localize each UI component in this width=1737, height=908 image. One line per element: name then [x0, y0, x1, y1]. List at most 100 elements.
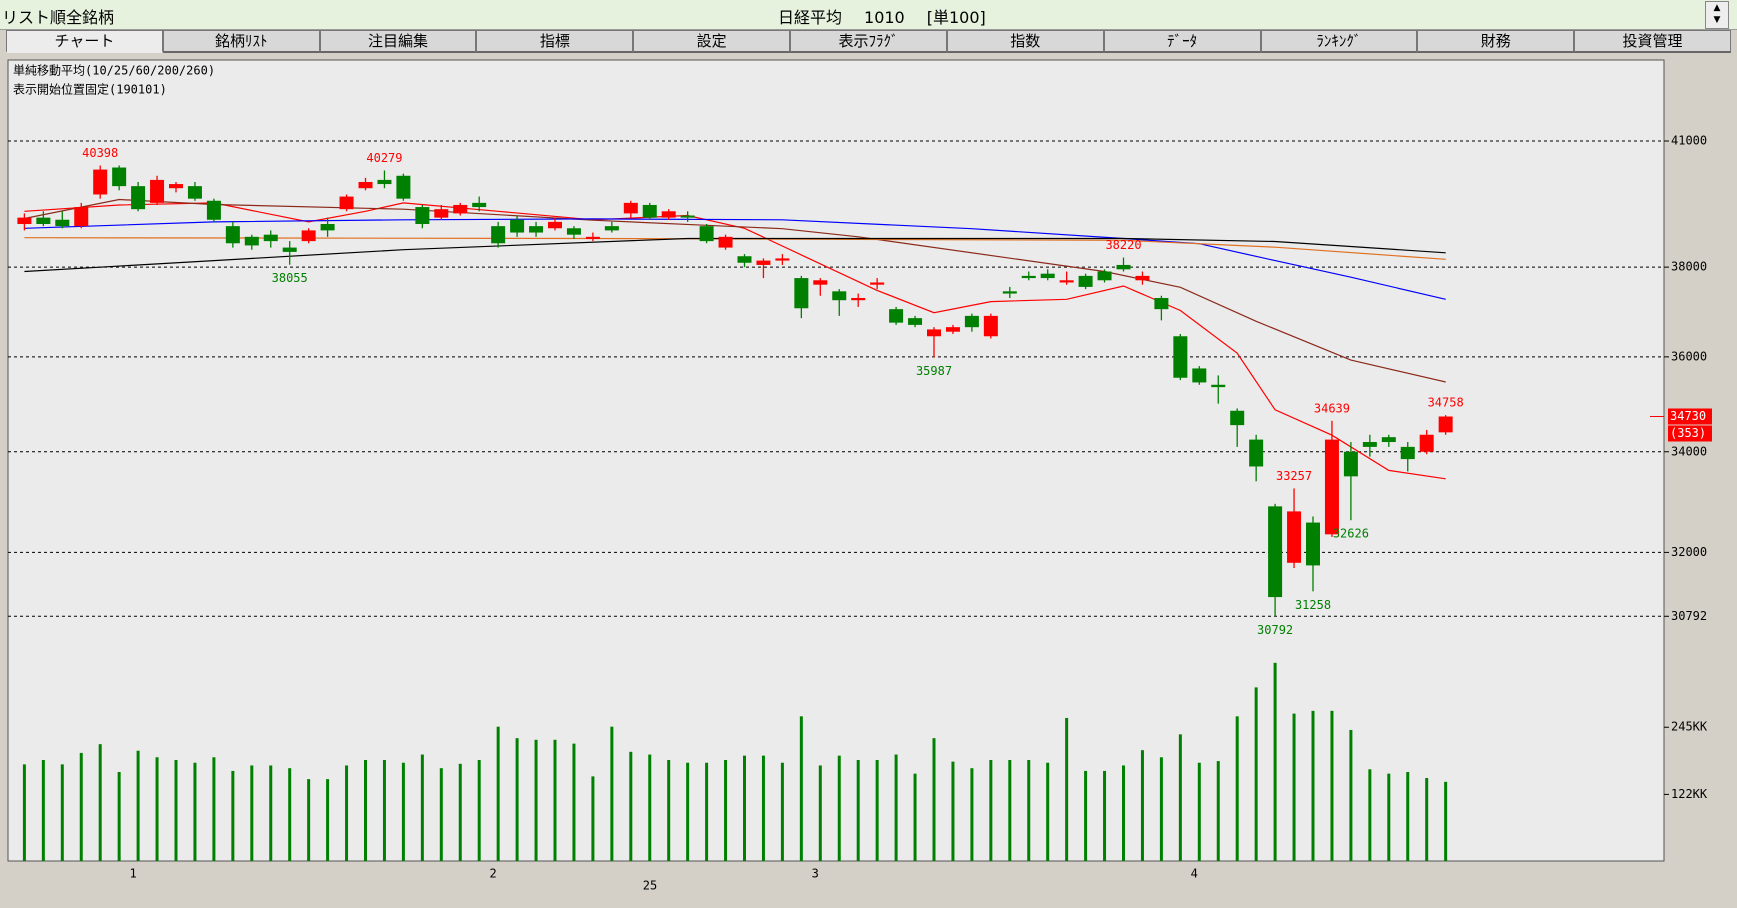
price-annotation: 30792: [1257, 623, 1293, 637]
candle-body: [1002, 291, 1017, 294]
candle-body: [927, 329, 941, 337]
volume-bar: [1065, 717, 1069, 861]
volume-bar: [572, 743, 576, 861]
candle-body: [1230, 410, 1245, 426]
volume-bar: [250, 765, 254, 861]
candle-body: [93, 169, 108, 195]
candle-body: [491, 226, 506, 244]
candle-body: [813, 280, 828, 285]
candle-body: [377, 179, 392, 185]
volume-bar: [41, 760, 45, 861]
candle-body: [1173, 336, 1188, 378]
candle-body: [983, 315, 998, 337]
volume-bar: [1349, 729, 1353, 861]
tab[interactable]: 銘柄ﾘｽﾄ: [162, 30, 320, 53]
volume-bar: [174, 760, 178, 861]
moving-average: [24, 237, 1446, 273]
volume-bar: [667, 760, 671, 861]
tab[interactable]: 指標: [476, 30, 634, 53]
volume-bar: [1425, 778, 1429, 861]
candle-body: [1059, 280, 1074, 283]
tab[interactable]: 指数: [946, 30, 1104, 53]
year-label: 25: [643, 879, 657, 893]
volume-bar: [818, 765, 822, 861]
candle-body: [680, 215, 695, 218]
candle-body: [718, 236, 733, 248]
candle-body: [1116, 264, 1131, 270]
instrument: 日経平均 1010 [単100]: [778, 4, 1008, 28]
tab[interactable]: 注目編集: [319, 30, 477, 53]
volume-bar: [932, 738, 936, 861]
candle-body: [301, 230, 316, 242]
volume-bar: [1008, 760, 1012, 861]
price-annotation: 38220: [1105, 238, 1141, 252]
volume-bar: [231, 770, 235, 861]
candle-body: [320, 224, 335, 231]
price-annotation: 35987: [916, 364, 952, 378]
candle-body: [510, 219, 525, 233]
volume-bar: [629, 751, 633, 861]
candle-body: [1343, 451, 1358, 477]
tab[interactable]: ﾃﾞｰﾀ: [1103, 30, 1261, 53]
candle-body: [945, 327, 960, 332]
volume-bar: [875, 760, 879, 861]
tab[interactable]: ﾗﾝｷﾝｸﾞ: [1260, 30, 1418, 53]
tab[interactable]: 表示ﾌﾗｸﾞ: [790, 30, 947, 53]
y-tick-label: 32000: [1671, 545, 1707, 559]
candle-body: [1192, 368, 1207, 383]
candle-body: [131, 186, 146, 210]
candle-body: [169, 184, 183, 189]
volume-bar: [799, 716, 803, 861]
candle-body: [282, 247, 297, 252]
candle-body: [1268, 506, 1283, 598]
tab[interactable]: 設定: [633, 30, 791, 53]
last-price-box: [1668, 408, 1712, 425]
volume-bar: [193, 762, 197, 861]
plot-frame: [7, 59, 1665, 862]
volume-bar: [1254, 687, 1258, 861]
candle-body: [415, 207, 430, 225]
volume-bar: [1311, 710, 1315, 861]
price-annotation: 38055: [272, 271, 308, 285]
candle-body: [244, 236, 259, 246]
candle-body: [661, 211, 676, 218]
candle-body: [206, 200, 221, 220]
candle-body: [908, 318, 923, 325]
candle-body: [472, 202, 487, 208]
volume-bar: [364, 760, 367, 861]
candle-body: [737, 256, 752, 263]
volume-bar: [1084, 770, 1088, 861]
candle-body: [1078, 275, 1093, 287]
volume-bar: [98, 744, 102, 861]
candle-body: [1040, 273, 1055, 279]
instrument-code: 1010: [864, 8, 905, 27]
tab[interactable]: チャート: [6, 30, 163, 53]
volume-bar: [1406, 772, 1410, 861]
candle-body: [1324, 439, 1339, 535]
volume-bar: [743, 755, 746, 861]
tab[interactable]: 財務: [1417, 30, 1575, 53]
candle-body: [1021, 275, 1036, 279]
volume-bar: [212, 757, 216, 861]
y-tick-label: 36000: [1671, 349, 1707, 363]
volume-bar: [1122, 765, 1125, 861]
volume-bar: [1292, 713, 1296, 861]
candle-body: [17, 217, 32, 225]
candle-body: [870, 282, 885, 285]
price-annotation: 34758: [1428, 396, 1464, 410]
volume-bar: [648, 754, 652, 861]
tab[interactable]: 投資管理: [1574, 30, 1731, 53]
candle-body: [396, 175, 411, 199]
candle-body: [1306, 522, 1320, 566]
volume-bar: [1178, 734, 1182, 861]
candle-body: [548, 221, 562, 229]
volume-bar: [1027, 760, 1031, 861]
volume-bar: [534, 739, 538, 861]
volume-bar: [420, 754, 424, 861]
candle-body: [1381, 437, 1396, 443]
candle-body: [1211, 384, 1226, 388]
scroll-arrows[interactable]: ▲ ▼: [1705, 1, 1729, 29]
volume-bar: [913, 773, 917, 861]
price-annotation: 32626: [1333, 527, 1369, 541]
